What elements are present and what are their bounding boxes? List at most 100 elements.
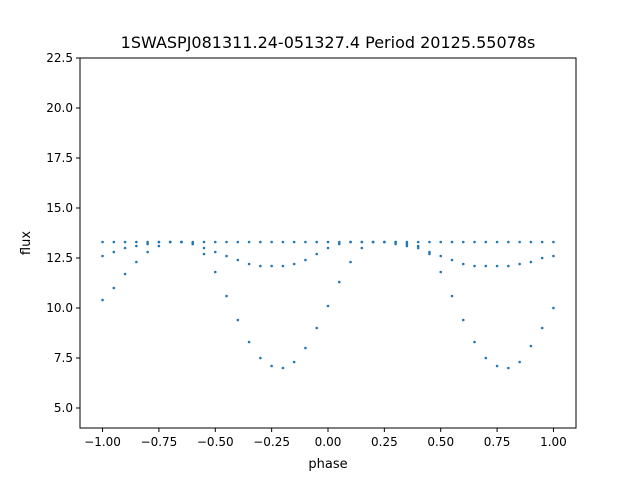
data-point (112, 286, 116, 290)
data-point (394, 242, 397, 246)
data-point (202, 240, 206, 244)
data-point (123, 240, 127, 244)
data-point (157, 240, 161, 244)
data-point (337, 280, 341, 284)
y-tick-label: 22.5 (46, 51, 73, 65)
data-point (416, 240, 420, 244)
data-point (529, 240, 533, 244)
data-point (428, 250, 431, 254)
data-point (112, 240, 116, 244)
data-point (495, 240, 499, 244)
data-point (225, 240, 228, 244)
data-point (552, 306, 555, 310)
data-point (304, 346, 307, 350)
data-point (247, 262, 251, 266)
x-tick-label: 0.00 (315, 435, 342, 449)
data-point (518, 360, 521, 364)
data-point (123, 246, 127, 250)
data-point (518, 262, 521, 266)
data-point (439, 240, 443, 244)
data-point (191, 242, 195, 246)
data-point (247, 340, 251, 344)
data-point (213, 250, 217, 254)
data-point (405, 244, 409, 248)
data-point (461, 240, 465, 244)
data-point (349, 260, 352, 264)
x-tick-label: −1.00 (84, 435, 121, 449)
data-point (416, 246, 420, 250)
y-tick-label: 15.0 (46, 201, 73, 215)
chart-title: 1SWASPJ081311.24-051327.4 Period 20125.5… (121, 33, 536, 52)
data-point (461, 262, 465, 266)
data-point (371, 240, 375, 244)
data-point (529, 344, 533, 348)
x-tick-label: −0.75 (141, 435, 178, 449)
x-tick-label: 0.75 (484, 435, 511, 449)
data-point (484, 264, 488, 268)
data-points (101, 240, 555, 370)
data-point (213, 240, 217, 244)
data-point (236, 318, 240, 322)
data-point (337, 242, 341, 246)
data-point (292, 240, 296, 244)
data-point (428, 240, 431, 244)
y-tick-label: 7.5 (54, 351, 73, 365)
data-point (326, 304, 330, 308)
data-point (259, 356, 262, 360)
data-point (225, 254, 228, 258)
data-point (529, 260, 533, 264)
x-tick-label: 0.50 (427, 435, 454, 449)
data-point (135, 240, 138, 244)
data-point (450, 240, 454, 244)
data-point (428, 252, 431, 256)
data-point (168, 240, 172, 244)
y-axis: 5.0 7.5 10.0 12.5 15.0 17.5 20.0 22.5 (46, 51, 80, 415)
y-tick-label: 17.5 (46, 151, 73, 165)
data-point (101, 254, 104, 258)
data-point (540, 256, 544, 260)
y-tick-label: 20.0 (46, 101, 73, 115)
data-point (360, 246, 364, 250)
data-point (270, 364, 273, 368)
data-point (292, 262, 296, 266)
data-point (213, 270, 217, 274)
data-point (349, 240, 352, 244)
data-point (157, 244, 161, 248)
data-point (123, 272, 127, 276)
data-point (518, 240, 521, 244)
y-tick-label: 10.0 (46, 301, 73, 315)
data-point (383, 240, 386, 244)
data-point (236, 258, 240, 262)
data-point (484, 356, 488, 360)
data-point (304, 240, 307, 244)
data-point (326, 246, 330, 250)
data-point (315, 240, 319, 244)
data-point (202, 252, 206, 256)
data-point (191, 240, 195, 244)
data-point (304, 258, 307, 262)
data-point (180, 240, 183, 244)
data-point (461, 318, 465, 322)
data-point (495, 264, 499, 268)
data-point (360, 240, 364, 244)
data-point (135, 260, 138, 264)
data-point (507, 366, 510, 370)
data-point (326, 240, 330, 244)
data-point (450, 294, 454, 298)
data-point (225, 294, 228, 298)
x-tick-label: 0.25 (371, 435, 398, 449)
y-tick-label: 5.0 (54, 401, 73, 415)
data-point (112, 250, 116, 254)
data-point (315, 252, 319, 256)
data-point (259, 264, 262, 268)
data-point (146, 240, 149, 244)
data-point (405, 240, 409, 244)
x-tick-label: −0.50 (197, 435, 234, 449)
data-point (236, 240, 240, 244)
data-point (202, 246, 206, 250)
x-axis: −1.00 −0.75 −0.50 −0.25 0.00 0.25 0.50 0.75 1.00 (84, 428, 567, 449)
data-point (405, 242, 409, 246)
data-point (259, 240, 262, 244)
